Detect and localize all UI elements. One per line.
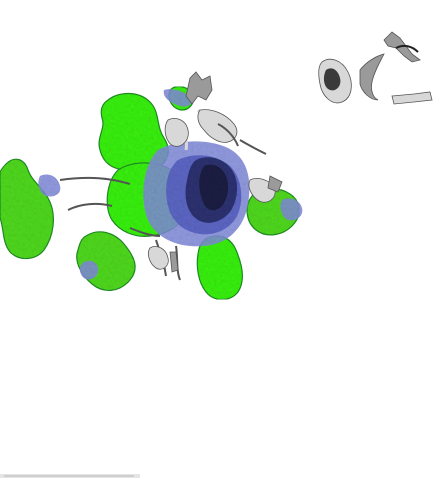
road-segment <box>59 176 131 185</box>
urban-fringe-south <box>79 260 99 280</box>
vegetation-patch-west <box>0 158 54 260</box>
gray-feature-south <box>148 246 179 273</box>
grayscale-detail-layer <box>148 31 433 273</box>
gray-feature-northeast <box>318 31 433 105</box>
gray-feature-north <box>164 71 239 147</box>
urban-fringe-east <box>280 198 303 221</box>
urban-core-zone <box>199 164 229 211</box>
road-segment <box>67 202 113 211</box>
scale-bar-strip <box>0 472 145 480</box>
road-segment <box>239 139 267 155</box>
gray-feature-east <box>248 175 283 203</box>
vegetation-patch-southwest <box>76 231 136 291</box>
urban-density-layer <box>38 89 303 280</box>
road-segment <box>129 227 161 237</box>
urban-fringe-north <box>163 89 192 107</box>
vegetation-patch-south <box>196 235 244 301</box>
urban-fringe-west <box>38 174 61 197</box>
